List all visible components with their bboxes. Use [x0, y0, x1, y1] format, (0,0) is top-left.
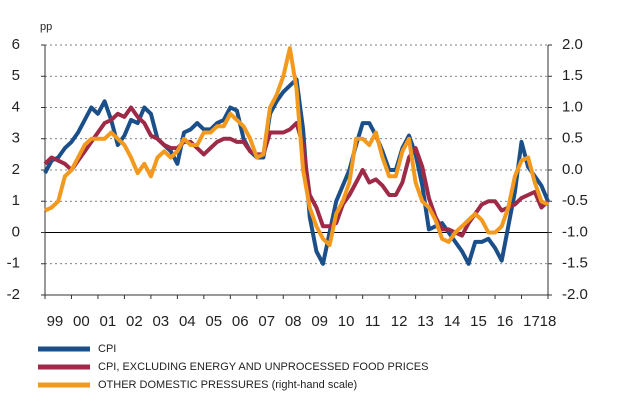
x-tick-label: 17	[523, 313, 540, 330]
x-tick-label: 00	[73, 313, 90, 330]
y-tick-label: 0	[12, 223, 20, 240]
y-tick-label: 6	[12, 36, 20, 53]
x-tick-label: 06	[232, 313, 249, 330]
x-tick-label: 13	[417, 313, 434, 330]
y2-tick-label: -1.5	[562, 255, 588, 272]
y-tick-label: -2	[7, 286, 20, 303]
x-tick-label: 07	[258, 313, 275, 330]
y-axis-label: pp	[40, 21, 52, 33]
y-tick-label: -1	[7, 255, 20, 272]
x-tick-label: 18	[540, 313, 557, 330]
x-tick-label: 12	[391, 313, 408, 330]
y-tick-label: 1	[12, 192, 20, 209]
y2-tick-label: 1.0	[562, 98, 583, 115]
legend-label: OTHER DOMESTIC PRESSURES (right-hand sca…	[98, 379, 357, 391]
x-tick-label: 99	[47, 313, 64, 330]
y2-tick-label: -2.0	[562, 286, 588, 303]
y2-tick-label: 0.5	[562, 130, 583, 147]
x-tick-label: 03	[152, 313, 169, 330]
legend-label: CPI, EXCLUDING ENERGY AND UNPROCESSED FO…	[98, 361, 428, 373]
x-tick-label: 10	[338, 313, 355, 330]
y2-tick-label: 0.0	[562, 161, 583, 178]
y2-tick-label: -1.0	[562, 223, 588, 240]
y-tick-label: 5	[12, 67, 20, 84]
x-tick-label: 01	[100, 313, 117, 330]
x-tick-label: 16	[497, 313, 514, 330]
y-tick-label: 2	[12, 161, 20, 178]
x-tick-label: 08	[285, 313, 302, 330]
x-tick-label: 09	[311, 313, 328, 330]
y-tick-label: 3	[12, 130, 20, 147]
x-tick-label: 11	[365, 313, 381, 330]
y2-tick-label: 2.0	[562, 36, 583, 53]
legend-label: CPI	[98, 343, 116, 355]
x-tick-label: 15	[470, 313, 487, 330]
series-line	[43, 105, 550, 238]
y2-tick-label: -0.5	[562, 192, 588, 209]
x-tick-label: 05	[205, 313, 222, 330]
series-line	[44, 46, 549, 247]
y2-tick-label: 1.5	[562, 67, 583, 84]
x-tick-label: 14	[444, 313, 461, 330]
x-tick-label: 04	[179, 313, 196, 330]
x-tick-label: 02	[126, 313, 143, 330]
y-tick-label: 4	[12, 98, 20, 115]
